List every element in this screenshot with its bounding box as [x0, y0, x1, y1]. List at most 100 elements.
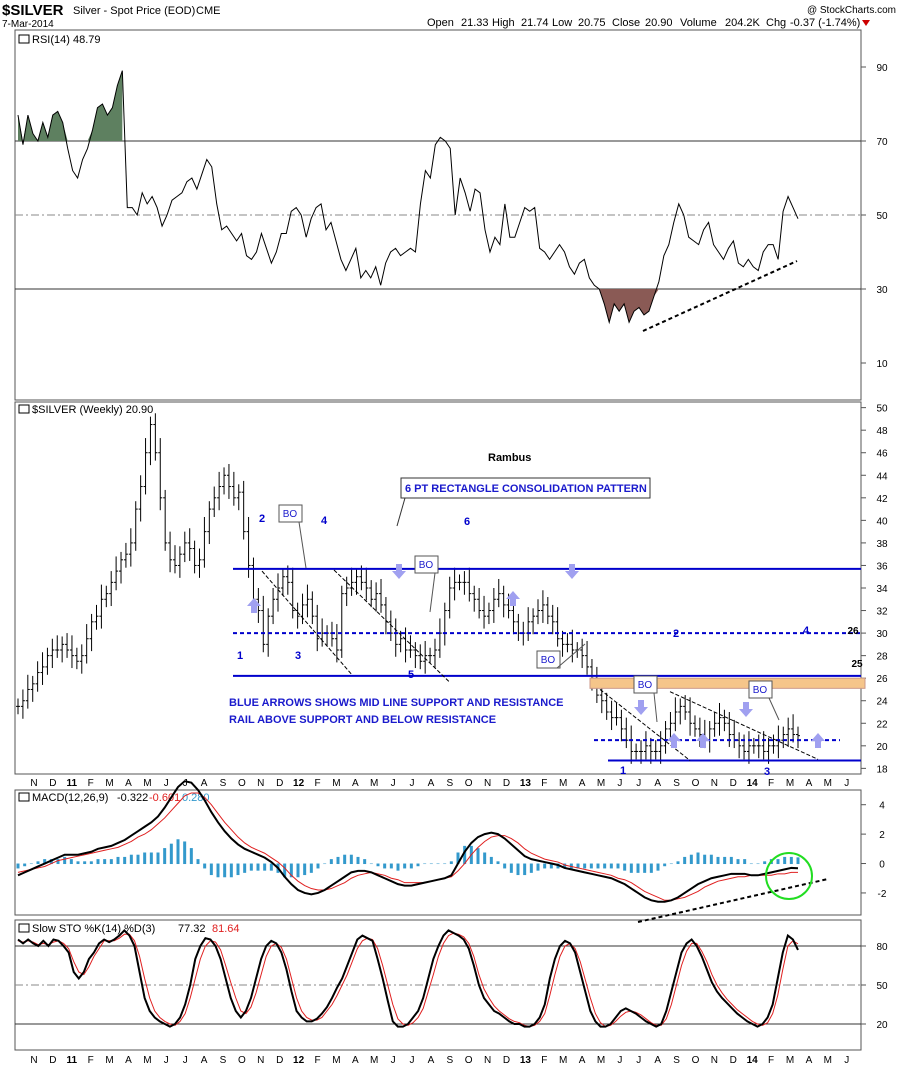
- pattern-point-label: 1: [237, 650, 243, 662]
- price-legend-icon: [18, 404, 30, 414]
- midline-arrow-icon: [811, 733, 825, 748]
- y-tick-label: 42: [876, 494, 888, 505]
- x-tick-label: M: [786, 778, 794, 789]
- x-tick-label: 12: [293, 1055, 305, 1066]
- macd-histogram-bar: [103, 859, 107, 865]
- macd-histogram-bar: [83, 861, 87, 865]
- macd-histogram-bar: [489, 856, 493, 865]
- macd-histogram-bar: [496, 861, 500, 865]
- breakout-pointer: [556, 643, 586, 669]
- macd-histogram-bar: [456, 852, 460, 865]
- macd-histogram-bar: [796, 857, 800, 865]
- y-tick-label: 34: [876, 584, 888, 595]
- macd-trendline: [637, 878, 829, 923]
- macd-hist-value: 0.280: [182, 792, 210, 804]
- low-value: 20.75: [578, 17, 606, 29]
- pattern-label-pointer: [396, 497, 406, 527]
- rsi-trendline: [642, 260, 798, 332]
- y-tick-label: 38: [876, 539, 888, 550]
- x-tick-label: A: [654, 1055, 661, 1066]
- macd-histogram-bar: [563, 863, 567, 869]
- macd-histogram-bar: [549, 863, 553, 869]
- macd-histogram-bar: [463, 845, 467, 865]
- macd-histogram-bar: [423, 863, 427, 865]
- midline-arrow-icon: [247, 598, 261, 613]
- macd-title: MACD(12,26,9): [32, 792, 108, 804]
- macd-histogram-bar: [403, 863, 407, 869]
- macd-histogram-bar: [289, 863, 293, 878]
- x-tick-label: S: [446, 778, 453, 789]
- macd-panel: [14, 789, 862, 916]
- x-tick-label: O: [692, 778, 700, 789]
- midline-arrow-icon: [667, 733, 681, 748]
- pattern-point-label: 4: [803, 625, 810, 637]
- macd-histogram-bar: [383, 863, 387, 869]
- macd-histogram-bar: [229, 863, 233, 878]
- macd-histogram-bar: [309, 863, 313, 873]
- macd-histogram-bar: [509, 863, 513, 873]
- x-tick-label: J: [844, 1055, 849, 1066]
- macd-histogram-bar: [636, 863, 640, 873]
- downtrend-line: [261, 570, 353, 676]
- macd-histogram-bar: [663, 863, 667, 867]
- x-tick-label: M: [559, 778, 567, 789]
- x-tick-label: M: [143, 778, 151, 789]
- macd-histogram-bar: [716, 856, 720, 865]
- macd-histogram-bar: [183, 841, 187, 865]
- macd-histogram-bar: [703, 854, 707, 865]
- macd-histogram-bar: [303, 863, 307, 876]
- macd-histogram-bar: [283, 863, 287, 878]
- x-tick-label: D: [49, 1055, 56, 1066]
- macd-histogram-bar: [349, 854, 353, 865]
- close-label: Close: [612, 17, 640, 29]
- x-tick-label: F: [314, 778, 320, 789]
- close-value: 20.90: [645, 17, 673, 29]
- x-tick-label: M: [370, 1055, 378, 1066]
- open-value: 21.33: [461, 17, 489, 29]
- macd-histogram-bar: [109, 859, 113, 865]
- macd-histogram-bar: [743, 859, 747, 865]
- pattern-point-label: 5: [408, 669, 414, 681]
- macd-histogram-bar: [36, 861, 40, 865]
- macd-histogram-bar: [609, 863, 613, 869]
- x-tick-label: D: [503, 1055, 510, 1066]
- macd-histogram-bar: [656, 863, 660, 871]
- pattern-point-label: 3: [295, 650, 301, 662]
- x-tick-label: D: [276, 1055, 283, 1066]
- x-tick-label: N: [711, 1055, 718, 1066]
- note-line-2: RAIL ABOVE SUPPORT AND BELOW RESISTANCE: [229, 714, 496, 726]
- x-tick-label: N: [257, 1055, 264, 1066]
- price-title: $SILVER (Weekly) 20.90: [32, 404, 153, 416]
- author-label: Rambus: [488, 452, 531, 464]
- macd-histogram-bar: [396, 863, 400, 871]
- open-label: Open: [427, 17, 454, 29]
- chg-value: -0.37 (-1.74%): [790, 17, 860, 29]
- chart-date: 7-Mar-2014: [2, 19, 54, 30]
- x-tick-label: 14: [747, 1055, 759, 1066]
- breakout-pointer: [768, 697, 780, 721]
- y-tick-label: 50: [876, 404, 888, 415]
- macd-histogram-bar: [296, 863, 300, 878]
- breakout-pointer: [653, 692, 658, 723]
- x-tick-label: F: [541, 1055, 547, 1066]
- x-tick-label: D: [49, 778, 56, 789]
- x-tick-label: A: [428, 1055, 435, 1066]
- chg-label: Chg: [766, 17, 786, 29]
- macd-histogram-bar: [523, 863, 527, 876]
- high-label: High: [492, 17, 515, 29]
- breakout-callout: [748, 680, 773, 699]
- x-tick-label: N: [711, 778, 718, 789]
- x-tick-label: J: [636, 1055, 641, 1066]
- y-tick-label: 22: [876, 719, 888, 730]
- macd-histogram-bar: [536, 863, 540, 871]
- macd-histogram-bar: [23, 863, 27, 867]
- macd-histogram-bar: [156, 852, 160, 865]
- note-line-1: BLUE ARROWS SHOWS MID LINE SUPPORT AND R…: [229, 697, 564, 709]
- macd-histogram-bar: [263, 863, 267, 871]
- y-tick-label: 4: [879, 801, 885, 812]
- macd-histogram-bar: [763, 861, 767, 865]
- macd-histogram-bar: [356, 856, 360, 865]
- macd-histogram-bar: [529, 863, 533, 873]
- watermark: @ StockCharts.com: [807, 5, 896, 16]
